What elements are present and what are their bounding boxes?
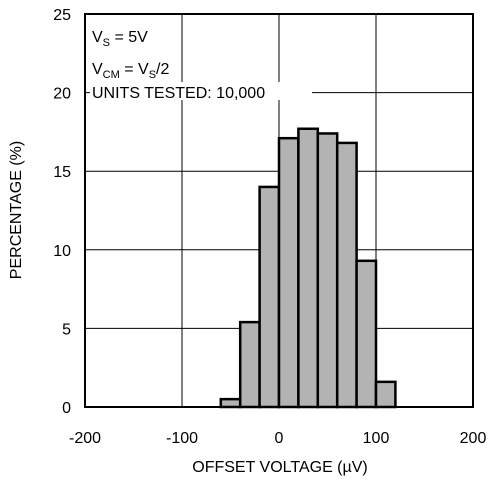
annotation-bg (90, 82, 312, 100)
y-tick-label: 10 (53, 243, 71, 260)
histogram-bar (238, 320, 261, 409)
histogram-bar (297, 127, 320, 409)
y-tick-label: 25 (53, 7, 71, 24)
y-tick-label: 20 (53, 86, 71, 103)
annotation-vcm: VCM = VS/2 (92, 61, 169, 81)
x-tick-label: 200 (460, 430, 487, 447)
x-tick-label: -100 (166, 430, 198, 447)
annotation-units-tested: UNITS TESTED: 10,000 (92, 85, 265, 102)
x-axis-title: OFFSET VOLTAGE (µV) (192, 459, 367, 476)
x-tick-labels: -200 -100 0 100 200 (69, 430, 486, 447)
y-tick-label: 5 (62, 321, 71, 338)
x-tick-label: -200 (69, 430, 101, 447)
y-axis-title: PERCENTAGE (%) (8, 141, 25, 279)
y-tick-labels: 0 5 10 15 20 25 (53, 7, 71, 417)
x-tick-label: 0 (275, 430, 284, 447)
histogram-bar (335, 141, 358, 409)
histogram-bar (219, 397, 242, 409)
histogram-bar (374, 380, 397, 409)
histogram-bars (219, 127, 397, 409)
annotation-block: VS = 5V VCM = VS/2 UNITS TESTED: 10,000 (90, 29, 312, 102)
x-tick-label: 100 (363, 430, 390, 447)
histogram-bar (316, 132, 339, 409)
plot-frame (84, 13, 474, 408)
histogram-bar (258, 185, 281, 409)
y-tick-label: 15 (53, 164, 71, 181)
y-tick-label: 0 (62, 400, 71, 417)
histogram-bar (355, 259, 378, 409)
annotation-vs: VS = 5V (92, 29, 148, 49)
histogram-bar (277, 136, 300, 409)
